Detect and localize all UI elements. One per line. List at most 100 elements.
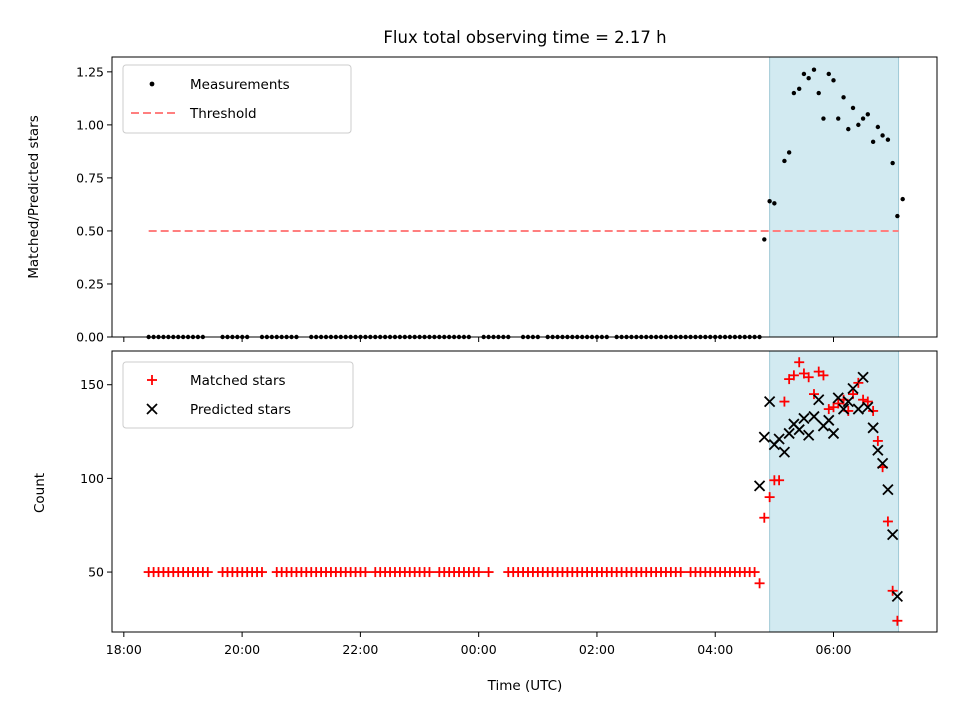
- measurement-point: [831, 78, 836, 83]
- predicted-star-point-b: [798, 412, 810, 425]
- plot-layer: 0.00 0.25 0.50 0.75 1.00 1.25 Measurements Thre…: [76, 56, 938, 657]
- predicted-star-point-b: [832, 392, 844, 404]
- legend-predicted-label: Predicted stars: [190, 402, 291, 418]
- matched-star-point: [833, 398, 844, 409]
- predicted-star-point-b: [823, 414, 835, 426]
- measurement-point: [797, 86, 802, 92]
- measurement-point: [841, 95, 846, 100]
- predicted-star-point: [852, 403, 864, 415]
- x-tick-label: 18:00: [106, 642, 142, 657]
- matched-star-point: [675, 567, 686, 578]
- predicted-star-point: [773, 433, 785, 445]
- matched-star-point: [749, 567, 760, 578]
- predicted-star-point: [876, 457, 889, 470]
- measurement-point: [900, 196, 905, 202]
- predicted-star-point: [803, 429, 815, 441]
- legend-predicted-marker-b: [146, 403, 158, 415]
- legend-bottom: Matched stars Predicted stars: [122, 361, 354, 429]
- predicted-star-point: [832, 392, 844, 404]
- predicted-star-point-b: [876, 457, 889, 470]
- predicted-star-point: [867, 422, 879, 434]
- x-axis-label: Time (UTC): [487, 678, 563, 694]
- predicted-star-point: [891, 590, 904, 603]
- predicted-star-point-b: [872, 444, 884, 456]
- matched-star-point: [808, 389, 819, 400]
- predicted-star-point-b: [793, 424, 805, 436]
- legend-measurements-marker: [149, 81, 155, 87]
- matched-star-point: [868, 405, 879, 416]
- predicted-star-point-b: [837, 403, 850, 415]
- predicted-star-point: [887, 528, 899, 541]
- predicted-star-point-b: [813, 394, 825, 406]
- matched-star-point: [779, 396, 790, 407]
- bottom-panel-frame: [111, 350, 938, 633]
- x-tick-label: 04:00: [697, 642, 733, 657]
- predicted-star-point-b: [788, 418, 800, 430]
- predicted-star-point-b: [842, 395, 854, 408]
- matched-star-point: [473, 567, 484, 578]
- x-tick-label: 00:00: [461, 642, 497, 657]
- predicted-star-point-b: [857, 371, 869, 383]
- measurement-point: [826, 71, 831, 77]
- matched-star-point: [202, 567, 213, 578]
- predicted-star-point: [793, 424, 805, 436]
- measurement-point: [816, 90, 821, 96]
- predicted-star-point-b: [847, 382, 859, 395]
- x-tick-label: 06:00: [815, 642, 851, 657]
- legend-top: Measurements Threshold: [122, 64, 352, 134]
- x-tick-label: 20:00: [224, 642, 260, 657]
- predicted-star-point-b: [753, 480, 766, 492]
- predicted-star-point: [842, 395, 854, 408]
- y-tick-label: 0.50: [76, 223, 104, 238]
- measurement-point: [811, 67, 817, 72]
- predicted-star-point: [827, 427, 840, 440]
- measurement-point: [850, 105, 856, 111]
- matched-star-point: [872, 435, 883, 446]
- y-tick-label: 150: [80, 377, 104, 392]
- measurement-point: [880, 133, 885, 138]
- predicted-star-point-b: [882, 483, 894, 496]
- predicted-star-point-b: [763, 395, 776, 408]
- matched-star-point: [794, 357, 805, 368]
- measurement-point: [885, 137, 891, 142]
- predicted-star-point-b: [803, 429, 815, 441]
- predicted-star-point-b: [827, 427, 840, 440]
- matched-star-point: [892, 615, 903, 626]
- y-tick-label: 1.00: [76, 117, 104, 132]
- y-tick-label: 0.75: [76, 170, 104, 185]
- matched-star-point: [853, 377, 864, 388]
- predicted-star-point: [882, 483, 894, 496]
- measurement-point: [791, 90, 797, 96]
- matched-star-point: [862, 396, 873, 407]
- matched-star-point: [887, 585, 898, 596]
- y-tick-label: 100: [80, 471, 104, 486]
- chart-title: Flux total observing time = 2.17 h: [383, 28, 666, 47]
- measurement-point: [875, 124, 881, 130]
- measurement-point: [772, 201, 777, 206]
- predicted-star-point: [847, 382, 859, 395]
- measurement-point: [865, 112, 871, 117]
- measurement-point: [821, 116, 826, 121]
- matched-star-point: [818, 370, 829, 381]
- matched-star-point: [256, 567, 267, 578]
- observing-window-shading: [769, 56, 900, 338]
- legend-predicted-marker: [146, 403, 158, 415]
- measurement-point: [801, 71, 807, 77]
- measurement-point: [806, 76, 811, 81]
- matched-star-point: [764, 492, 775, 503]
- measurement-point: [782, 158, 787, 164]
- legend-box: [122, 361, 354, 429]
- matched-star-point: [360, 567, 371, 578]
- predicted-star-point: [862, 401, 874, 413]
- matched-star-point: [759, 512, 770, 523]
- predicted-star-point-b: [887, 528, 899, 541]
- measurement-point: [836, 116, 841, 121]
- y-tick-label: 0.00: [76, 330, 104, 345]
- measurement-point: [762, 237, 767, 242]
- predicted-star-point: [813, 394, 825, 406]
- predicted-star-point: [753, 480, 766, 492]
- y-tick-label: 1.25: [76, 64, 104, 79]
- predicted-star-point: [783, 427, 795, 440]
- matched-star-point: [424, 567, 435, 578]
